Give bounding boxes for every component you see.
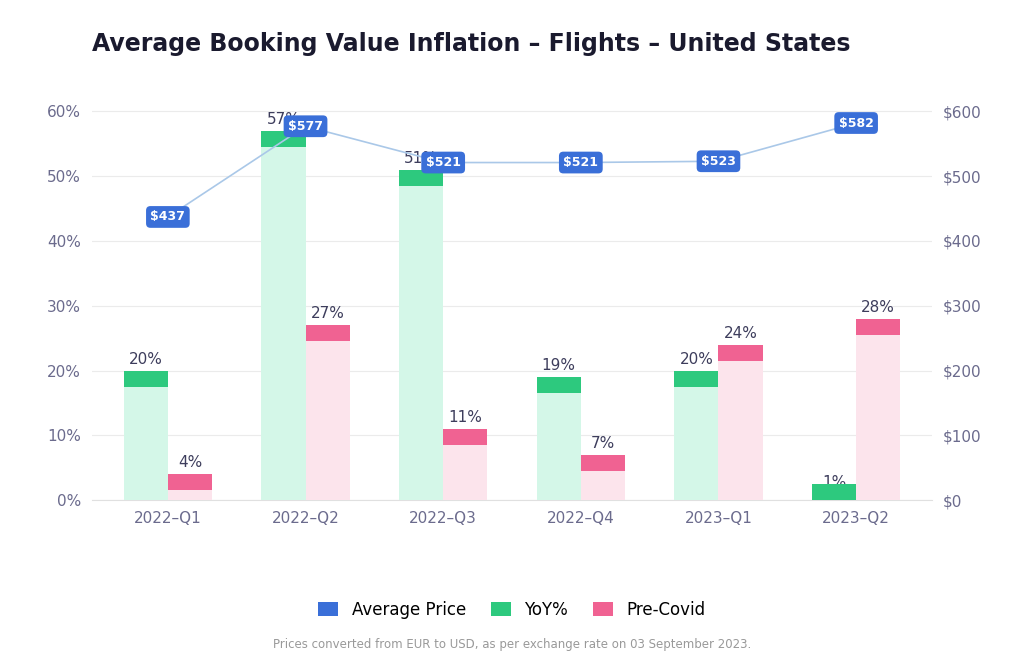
Text: $577: $577: [288, 120, 323, 133]
Bar: [305, 325, 349, 342]
Bar: [261, 131, 305, 500]
Bar: [443, 429, 487, 445]
Bar: [399, 170, 443, 186]
Text: Prices converted from EUR to USD, as per exchange rate on 03 September 2023.: Prices converted from EUR to USD, as per…: [272, 638, 752, 651]
Bar: [124, 370, 168, 387]
Text: 27%: 27%: [310, 306, 344, 321]
Bar: [812, 494, 856, 500]
Text: $521: $521: [563, 156, 598, 169]
Text: 57%: 57%: [266, 112, 300, 127]
Text: $521: $521: [426, 156, 461, 169]
Text: $523: $523: [701, 155, 736, 168]
Text: 24%: 24%: [724, 326, 758, 341]
Bar: [261, 131, 305, 147]
Bar: [581, 455, 625, 500]
Bar: [399, 170, 443, 500]
Text: 4%: 4%: [178, 455, 202, 470]
Text: 11%: 11%: [449, 410, 482, 425]
Bar: [719, 345, 763, 361]
Bar: [675, 370, 719, 387]
Text: 1%: 1%: [822, 474, 846, 490]
Text: 7%: 7%: [591, 436, 615, 451]
Bar: [856, 318, 900, 500]
Text: 28%: 28%: [861, 300, 895, 315]
Text: 51%: 51%: [404, 151, 438, 166]
Text: $437: $437: [151, 211, 185, 224]
Text: Average Booking Value Inflation – Flights – United States: Average Booking Value Inflation – Flight…: [92, 32, 851, 56]
Text: 20%: 20%: [680, 351, 714, 367]
Text: 19%: 19%: [542, 358, 575, 373]
Bar: [168, 474, 212, 500]
Bar: [168, 474, 212, 490]
Bar: [719, 345, 763, 500]
Bar: [581, 455, 625, 471]
Bar: [124, 370, 168, 500]
Bar: [856, 318, 900, 335]
Bar: [675, 370, 719, 500]
Legend: Average Price, YoY%, Pre-Covid: Average Price, YoY%, Pre-Covid: [310, 593, 714, 627]
Bar: [537, 377, 581, 500]
Bar: [305, 325, 349, 500]
Text: $582: $582: [839, 116, 873, 130]
Bar: [537, 377, 581, 393]
Bar: [812, 484, 856, 500]
Text: 20%: 20%: [129, 351, 163, 367]
Bar: [443, 429, 487, 500]
